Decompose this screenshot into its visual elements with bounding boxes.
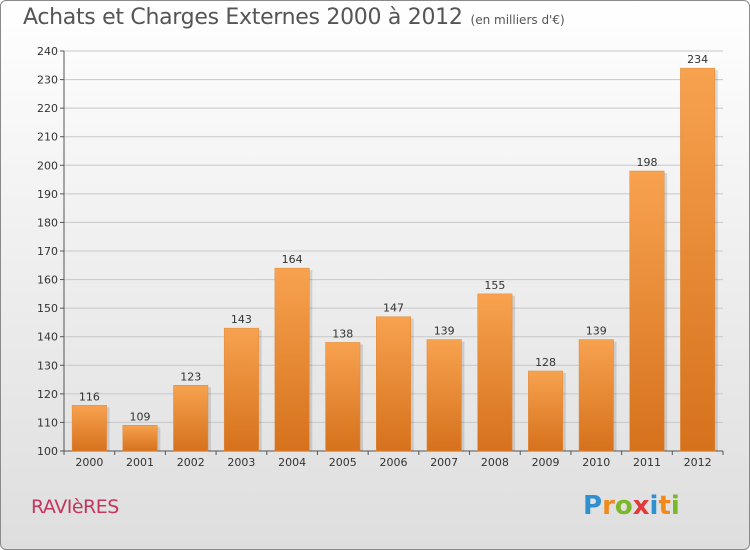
bar-2012 <box>680 67 716 452</box>
value-label: 138 <box>332 327 353 340</box>
y-tick-label: 180 <box>37 216 58 229</box>
value-label: 116 <box>79 390 100 403</box>
value-label: 128 <box>535 356 556 369</box>
value-label: 143 <box>231 313 252 326</box>
x-tick-label: 2001 <box>126 456 154 469</box>
y-tick-label: 200 <box>37 159 58 172</box>
y-tick-label: 210 <box>37 131 58 144</box>
bar-2011 <box>629 170 665 452</box>
logo-letter: o <box>614 491 633 521</box>
y-tick-label: 150 <box>37 302 58 315</box>
bars <box>71 67 718 452</box>
y-tick-label: 230 <box>37 74 58 87</box>
y-tick-label: 170 <box>37 245 58 258</box>
y-tick-label: 140 <box>37 331 58 344</box>
x-tick-label: 2012 <box>684 456 712 469</box>
x-tick-label: 2008 <box>481 456 509 469</box>
x-tick-label: 2004 <box>278 456 306 469</box>
x-tick-label: 2009 <box>532 456 560 469</box>
bar-2005 <box>325 342 361 452</box>
value-label: 164 <box>282 253 303 266</box>
value-label: 234 <box>687 53 708 66</box>
x-tick-label: 2010 <box>582 456 610 469</box>
bar-2002 <box>173 385 209 452</box>
value-label: 123 <box>180 370 201 383</box>
logo-letter: i <box>670 491 680 521</box>
y-tick-label: 100 <box>37 445 58 458</box>
bar-2008 <box>477 293 513 452</box>
logo-letter: t <box>658 491 671 521</box>
y-tick-label: 130 <box>37 359 58 372</box>
y-tick-label: 240 <box>37 45 58 58</box>
y-tick-label: 120 <box>37 388 58 401</box>
x-tick-label: 2000 <box>75 456 103 469</box>
value-label: 109 <box>130 410 151 423</box>
y-tick-label: 160 <box>37 274 58 287</box>
x-tick-label: 2002 <box>177 456 205 469</box>
value-label: 147 <box>383 302 404 315</box>
logo-letter: r <box>602 491 615 521</box>
value-label: 198 <box>636 156 657 169</box>
chart-title: Achats et Charges Externes 2000 à 2012 (e… <box>23 5 565 30</box>
logo-letter: x <box>632 491 650 521</box>
y-tick-label: 110 <box>37 416 58 429</box>
bar-2001 <box>122 425 158 452</box>
bar-2007 <box>426 339 462 452</box>
x-tick-label: 2011 <box>633 456 661 469</box>
logo-letter: i <box>649 491 659 521</box>
bar-2010 <box>578 339 614 452</box>
chart-title-main: Achats et Charges Externes 2000 à 2012 <box>23 5 463 30</box>
value-label: 139 <box>586 325 607 338</box>
bar-2003 <box>223 327 259 452</box>
bar-2004 <box>274 267 310 452</box>
x-tick-label: 2007 <box>430 456 458 469</box>
bar-2006 <box>376 316 411 452</box>
y-tick-label: 190 <box>37 188 58 201</box>
x-tick-label: 2006 <box>380 456 408 469</box>
y-tick-label: 220 <box>37 102 58 115</box>
bar-2009 <box>528 370 564 452</box>
commune-name: RAVIèRES <box>31 496 119 518</box>
bar-2000 <box>71 405 107 452</box>
x-tick-label: 2005 <box>329 456 357 469</box>
labels: 100 110 120 130 140 150 160 170 180 190 200 210 220 2… <box>37 45 712 469</box>
proxiti-logo: Proxiti <box>583 491 680 521</box>
chart-title-unit: (en milliers d'€) <box>470 13 565 27</box>
value-label: 155 <box>484 279 505 292</box>
value-label: 139 <box>434 325 455 338</box>
logo-letter: P <box>583 491 603 521</box>
x-tick-label: 2003 <box>227 456 255 469</box>
